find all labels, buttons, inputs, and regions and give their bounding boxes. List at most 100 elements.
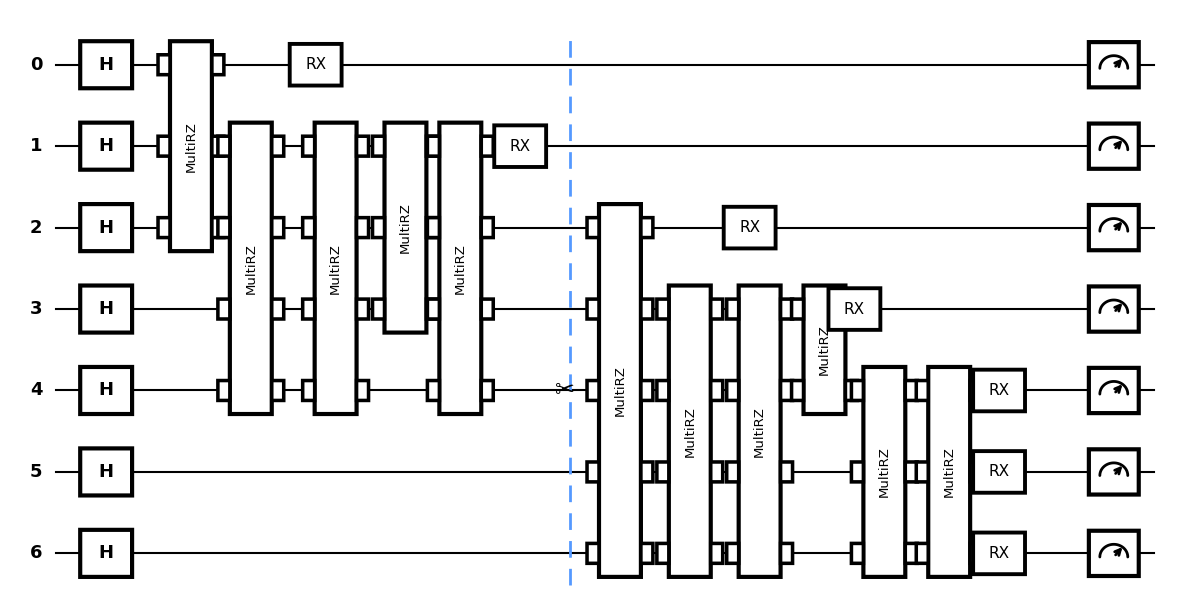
FancyBboxPatch shape <box>973 533 1025 574</box>
FancyBboxPatch shape <box>384 122 426 332</box>
Text: RX: RX <box>305 57 326 72</box>
FancyBboxPatch shape <box>905 544 917 563</box>
FancyBboxPatch shape <box>427 299 439 319</box>
FancyBboxPatch shape <box>1088 368 1139 413</box>
FancyBboxPatch shape <box>1088 124 1139 169</box>
FancyBboxPatch shape <box>439 122 481 414</box>
FancyBboxPatch shape <box>656 544 668 563</box>
FancyBboxPatch shape <box>852 544 863 563</box>
FancyBboxPatch shape <box>426 136 438 156</box>
FancyBboxPatch shape <box>80 41 132 88</box>
FancyBboxPatch shape <box>271 299 283 319</box>
FancyBboxPatch shape <box>780 299 792 319</box>
FancyBboxPatch shape <box>727 299 739 319</box>
FancyBboxPatch shape <box>481 299 493 319</box>
FancyBboxPatch shape <box>427 136 439 156</box>
FancyBboxPatch shape <box>710 462 722 482</box>
Text: H: H <box>98 463 114 481</box>
FancyBboxPatch shape <box>710 544 722 563</box>
FancyBboxPatch shape <box>656 462 668 482</box>
FancyBboxPatch shape <box>481 218 493 238</box>
FancyBboxPatch shape <box>780 380 792 400</box>
FancyBboxPatch shape <box>356 380 368 400</box>
Text: H: H <box>98 137 114 155</box>
FancyBboxPatch shape <box>80 367 132 414</box>
FancyBboxPatch shape <box>218 218 230 238</box>
Text: MultiRZ: MultiRZ <box>245 243 257 294</box>
FancyBboxPatch shape <box>271 380 283 400</box>
FancyBboxPatch shape <box>212 136 224 156</box>
FancyBboxPatch shape <box>212 218 224 238</box>
FancyBboxPatch shape <box>1088 286 1139 332</box>
FancyBboxPatch shape <box>641 544 653 563</box>
FancyBboxPatch shape <box>356 218 368 238</box>
FancyBboxPatch shape <box>494 125 546 167</box>
Text: MultiRZ: MultiRZ <box>454 243 467 294</box>
FancyBboxPatch shape <box>973 451 1025 493</box>
Text: H: H <box>98 382 114 400</box>
FancyBboxPatch shape <box>356 136 368 156</box>
FancyBboxPatch shape <box>356 299 368 319</box>
FancyBboxPatch shape <box>314 122 356 414</box>
Text: 1: 1 <box>30 137 42 155</box>
FancyBboxPatch shape <box>970 380 982 400</box>
Text: 5: 5 <box>30 463 42 481</box>
FancyBboxPatch shape <box>218 136 230 156</box>
FancyBboxPatch shape <box>804 286 846 414</box>
Text: RX: RX <box>510 139 530 154</box>
FancyBboxPatch shape <box>158 218 170 238</box>
Text: H: H <box>98 544 114 562</box>
FancyBboxPatch shape <box>656 299 668 319</box>
Text: H: H <box>98 218 114 236</box>
FancyBboxPatch shape <box>271 136 283 156</box>
Text: RX: RX <box>844 302 865 317</box>
FancyBboxPatch shape <box>80 448 132 496</box>
FancyBboxPatch shape <box>792 299 804 319</box>
FancyBboxPatch shape <box>80 204 132 251</box>
FancyBboxPatch shape <box>846 299 858 319</box>
FancyBboxPatch shape <box>1088 205 1139 250</box>
FancyBboxPatch shape <box>905 462 917 482</box>
FancyBboxPatch shape <box>170 41 212 251</box>
FancyBboxPatch shape <box>792 380 804 400</box>
FancyBboxPatch shape <box>780 462 792 482</box>
FancyBboxPatch shape <box>302 380 314 400</box>
FancyBboxPatch shape <box>641 299 653 319</box>
FancyBboxPatch shape <box>641 462 653 482</box>
FancyBboxPatch shape <box>656 380 668 400</box>
FancyBboxPatch shape <box>158 55 170 74</box>
Text: 6: 6 <box>30 544 42 562</box>
FancyBboxPatch shape <box>158 136 170 156</box>
FancyBboxPatch shape <box>230 122 271 414</box>
Text: 4: 4 <box>30 382 42 400</box>
FancyBboxPatch shape <box>780 544 792 563</box>
FancyBboxPatch shape <box>905 380 917 400</box>
FancyBboxPatch shape <box>970 544 982 563</box>
FancyBboxPatch shape <box>739 286 780 577</box>
Text: 2: 2 <box>30 218 42 236</box>
FancyBboxPatch shape <box>828 288 881 330</box>
FancyBboxPatch shape <box>587 544 599 563</box>
Text: MultiRZ: MultiRZ <box>754 406 766 457</box>
Text: RX: RX <box>989 546 1009 561</box>
FancyBboxPatch shape <box>599 204 641 577</box>
FancyBboxPatch shape <box>587 380 599 400</box>
FancyBboxPatch shape <box>929 367 970 577</box>
Text: MultiRZ: MultiRZ <box>818 325 830 375</box>
Text: 0: 0 <box>30 56 42 74</box>
FancyBboxPatch shape <box>218 380 230 400</box>
FancyBboxPatch shape <box>641 218 653 238</box>
Text: MultiRZ: MultiRZ <box>398 202 412 253</box>
FancyBboxPatch shape <box>668 286 710 577</box>
FancyBboxPatch shape <box>80 122 132 170</box>
FancyBboxPatch shape <box>212 55 224 74</box>
Text: MultiRZ: MultiRZ <box>185 121 198 172</box>
Text: ✂: ✂ <box>556 379 575 403</box>
FancyBboxPatch shape <box>426 299 438 319</box>
Text: MultiRZ: MultiRZ <box>329 243 342 294</box>
Text: RX: RX <box>739 220 761 235</box>
FancyBboxPatch shape <box>427 218 439 238</box>
FancyBboxPatch shape <box>846 380 858 400</box>
Text: H: H <box>98 300 114 318</box>
FancyBboxPatch shape <box>727 462 739 482</box>
